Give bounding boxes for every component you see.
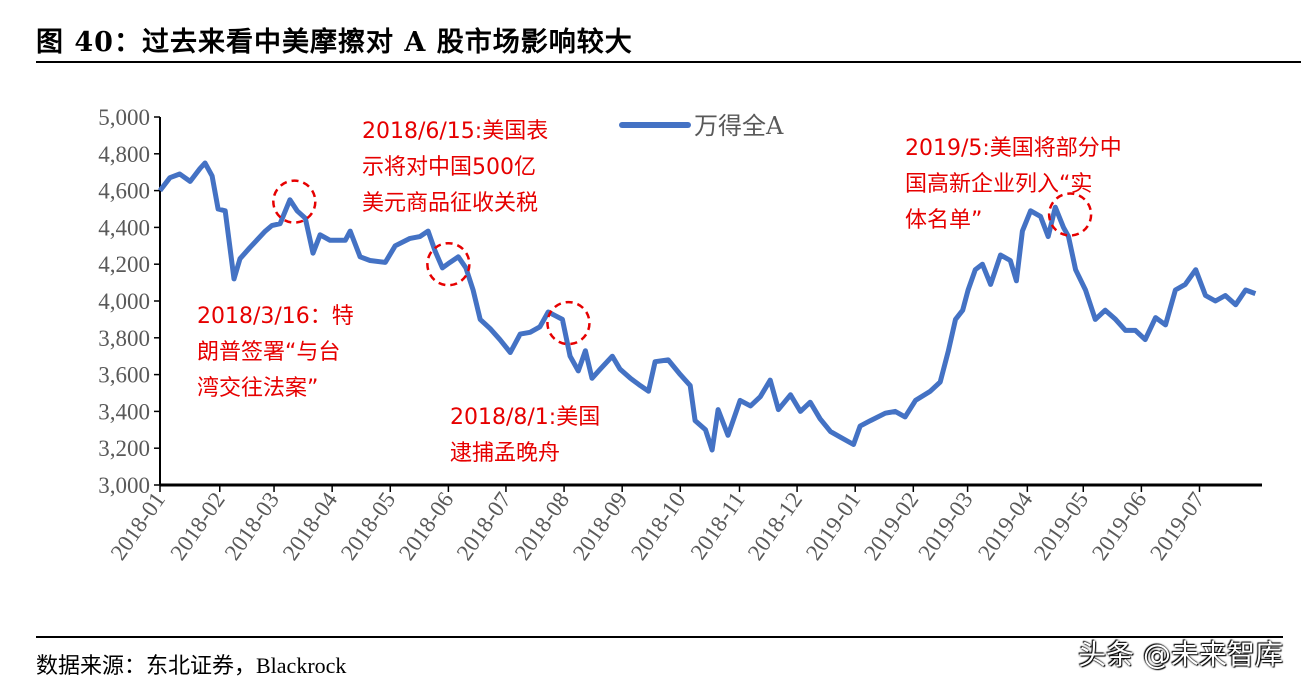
x-tick-label: 2019-05 [1029, 488, 1093, 565]
y-tick-label: 4,800 [98, 142, 150, 167]
x-tick-label: 2018-11 [686, 488, 750, 564]
x-tick-label: 2018-04 [278, 487, 343, 565]
x-tick-label: 2019-04 [973, 487, 1038, 565]
x-tick-label: 2019-03 [913, 488, 977, 565]
x-tick-label: 2018-10 [626, 488, 690, 565]
y-tick-label: 4,400 [98, 215, 150, 240]
x-tick-label: 2018-06 [394, 488, 458, 565]
annotation-text: 2018/6/15:美国表 [362, 119, 548, 144]
y-tick-label: 3,400 [98, 399, 150, 424]
series-layer [158, 160, 1257, 453]
y-tick-label: 3,200 [98, 436, 150, 461]
event-marker-circle [272, 179, 317, 224]
x-tick-label: 2018-09 [568, 488, 632, 565]
legend: 万得全A [619, 112, 784, 140]
annotation-text: 2018/3/16：特 [197, 304, 354, 329]
x-tick-label: 2018-03 [220, 488, 284, 565]
figure-title: 图 40：过去来看中美摩擦对 A 股市场影响较大 [36, 27, 633, 58]
y-tick-label: 4,200 [98, 252, 150, 277]
annotation-text: 朗普签署“与台 [197, 340, 340, 365]
data-source: 数据来源：东北证券，Blackrock [36, 653, 347, 678]
annotation-text: 逮捕孟晚舟 [450, 441, 560, 466]
x-tick-label: 2019-02 [859, 488, 923, 565]
event-marker-circle [546, 300, 591, 346]
event-marker-circle [1047, 192, 1093, 237]
y-tick-label: 3,600 [98, 363, 150, 388]
x-tick-label: 2018-05 [336, 488, 400, 565]
y-tick-label: 5,000 [98, 105, 150, 130]
x-tick-label: 2018-07 [452, 488, 516, 565]
annotation-text: 国高新企业列入“实 [905, 172, 1092, 197]
x-tick-label: 2019-01 [801, 488, 865, 565]
x-tick-label: 2018-01 [106, 488, 170, 565]
x-tick-label: 2019-06 [1087, 488, 1151, 565]
title-divider [36, 61, 1301, 63]
y-tick-label: 3,000 [98, 473, 150, 498]
y-tick-label: 4,600 [98, 179, 150, 204]
x-tick-label: 2018-12 [743, 488, 807, 565]
annotation-text: 示将对中国500亿 [362, 155, 536, 180]
y-tick-label: 4,000 [98, 289, 150, 314]
x-tick-label: 2019-07 [1145, 488, 1209, 565]
watermark: 头条 @未来智库 [1078, 638, 1283, 671]
legend-label: 万得全A [694, 112, 784, 140]
annotation-text: 体名单” [905, 208, 982, 233]
x-axis: 2018-012018-022018-032018-042018-052018-… [106, 483, 1262, 565]
annotation-text: 2018/8/1:美国 [450, 405, 600, 430]
series-line-wande-all-a [158, 160, 1257, 453]
footer-divider [36, 636, 1283, 638]
annotations: 2018/6/15:美国表示将对中国500亿美元商品征收关税2018/3/16：… [197, 119, 1122, 466]
annotation-text: 美元商品征收关税 [362, 191, 538, 216]
annotation-text: 湾交往法案” [197, 376, 318, 401]
event-marker-circle [426, 241, 471, 287]
x-tick-label: 2018-02 [165, 488, 229, 565]
y-tick-label: 3,800 [98, 326, 150, 351]
y-axis: 3,000 3,200 3,400 3,600 3,800 4,000 4,200 4,400… [98, 105, 161, 498]
annotation-text: 2019/5:美国将部分中 [905, 136, 1122, 161]
x-tick-label: 2018-08 [510, 488, 574, 565]
